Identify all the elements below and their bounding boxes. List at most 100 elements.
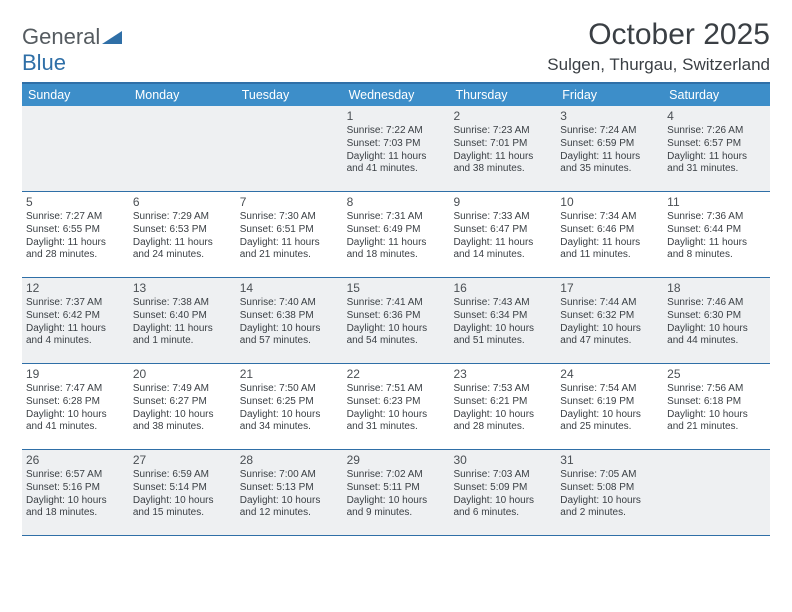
day-number: 23 [453,367,552,381]
day-number: 7 [240,195,339,209]
daylight-line: Daylight: 10 hours and 38 minutes. [133,409,232,435]
sunrise-line: Sunrise: 7:43 AM [453,297,552,310]
day-number: 30 [453,453,552,467]
dow-wednesday: Wednesday [343,84,450,106]
daylight-line: Daylight: 11 hours and 11 minutes. [560,237,659,263]
day-info: Sunrise: 7:49 AMSunset: 6:27 PMDaylight:… [133,383,232,434]
dow-thursday: Thursday [449,84,556,106]
sunset-line: Sunset: 6:21 PM [453,396,552,409]
day-cell: 26 Sunrise: 6:57 AMSunset: 5:16 PMDayligh… [22,450,129,535]
sunrise-line: Sunrise: 7:34 AM [560,211,659,224]
day-info: Sunrise: 6:57 AMSunset: 5:16 PMDaylight:… [26,469,125,520]
day-cell [663,450,770,535]
day-number: 27 [133,453,232,467]
daylight-line: Daylight: 10 hours and 25 minutes. [560,409,659,435]
day-number: 21 [240,367,339,381]
day-info: Sunrise: 7:34 AMSunset: 6:46 PMDaylight:… [560,211,659,262]
sunrise-line: Sunrise: 7:56 AM [667,383,766,396]
day-cell: 7Sunrise: 7:30 AMSunset: 6:51 PMDaylight… [236,192,343,277]
sunset-line: Sunset: 6:32 PM [560,310,659,323]
day-info: Sunrise: 7:31 AMSunset: 6:49 PMDaylight:… [347,211,446,262]
day-cell: 19Sunrise: 7:47 AMSunset: 6:28 PMDayligh… [22,364,129,449]
logo: GeneralBlue [22,18,122,76]
day-cell: 15Sunrise: 7:41 AMSunset: 6:36 PMDayligh… [343,278,450,363]
sunrise-line: Sunrise: 6:59 AM [133,469,232,482]
logo-text: GeneralBlue [22,24,122,76]
day-info: Sunrise: 7:46 AMSunset: 6:30 PMDaylight:… [667,297,766,348]
dow-friday: Friday [556,84,663,106]
sunrise-line: Sunrise: 7:03 AM [453,469,552,482]
sunrise-line: Sunrise: 7:05 AM [560,469,659,482]
day-cell: 25 Sunrise: 7:56 AMSunset: 6:18 PMDayligh… [663,364,770,449]
day-info: Sunrise: 7:54 AMSunset: 6:19 PMDaylight:… [560,383,659,434]
sunrise-line: Sunrise: 7:00 AM [240,469,339,482]
logo-triangle-icon [102,24,122,50]
day-cell [22,106,129,191]
day-cell: 18Sunrise: 7:46 AMSunset: 6:30 PMDayligh… [663,278,770,363]
day-info: Sunrise: 7:44 AMSunset: 6:32 PMDaylight:… [560,297,659,348]
day-cell: 12 Sunrise: 7:37 AMSunset: 6:42 PMDayligh… [22,278,129,363]
sunrise-line: Sunrise: 7:49 AM [133,383,232,396]
day-cell [129,106,236,191]
day-info: Sunrise: 7:03 AMSunset: 5:09 PMDaylight:… [453,469,552,520]
sunset-line: Sunset: 6:46 PM [560,224,659,237]
sunset-line: Sunset: 5:16 PM [26,482,125,495]
day-cell: 16Sunrise: 7:43 AMSunset: 6:34 PMDayligh… [449,278,556,363]
day-cell: 30 Sunrise: 7:03 AMSunset: 5:09 PMDayligh… [449,450,556,535]
day-cell: 21 Sunrise: 7:50 AMSunset: 6:25 PMDayligh… [236,364,343,449]
sunrise-line: Sunrise: 6:57 AM [26,469,125,482]
day-info: Sunrise: 7:56 AMSunset: 6:18 PMDaylight:… [667,383,766,434]
day-cell: 29Sunrise: 7:02 AMSunset: 5:11 PMDayligh… [343,450,450,535]
daylight-line: Daylight: 11 hours and 8 minutes. [667,237,766,263]
sunset-line: Sunset: 6:57 PM [667,138,766,151]
sunrise-line: Sunrise: 7:36 AM [667,211,766,224]
sunset-line: Sunset: 6:38 PM [240,310,339,323]
day-info: Sunrise: 7:37 AMSunset: 6:42 PMDaylight:… [26,297,125,348]
sunset-line: Sunset: 6:30 PM [667,310,766,323]
sunrise-line: Sunrise: 7:29 AM [133,211,232,224]
day-cell: 11Sunrise: 7:36 AMSunset: 6:44 PMDayligh… [663,192,770,277]
week-row: 26Sunrise: 6:57 AMSunset: 5:16 PMDayligh… [22,450,770,536]
sunset-line: Sunset: 6:53 PM [133,224,232,237]
day-number: 4 [667,109,766,123]
sunrise-line: Sunrise: 7:50 AM [240,383,339,396]
sunrise-line: Sunrise: 7:37 AM [26,297,125,310]
daylight-line: Daylight: 10 hours and 2 minutes. [560,495,659,521]
sunset-line: Sunset: 6:27 PM [133,396,232,409]
dow-tuesday: Tuesday [236,84,343,106]
day-cell: 3Sunrise: 7:24 AMSunset: 6:59 PMDaylight… [556,106,663,191]
sunrise-line: Sunrise: 7:54 AM [560,383,659,396]
day-number: 28 [240,453,339,467]
day-info: Sunrise: 7:02 AMSunset: 5:11 PMDaylight:… [347,469,446,520]
day-info: Sunrise: 7:27 AMSunset: 6:55 PMDaylight:… [26,211,125,262]
title-block: October 2025 Sulgen, Thurgau, Switzerlan… [547,18,770,75]
sunset-line: Sunset: 5:08 PM [560,482,659,495]
day-number: 9 [453,195,552,209]
day-number: 10 [560,195,659,209]
header: GeneralBlue October 2025 Sulgen, Thurgau… [22,18,770,76]
day-number: 25 [667,367,766,381]
day-cell: 27 Sunrise: 6:59 AMSunset: 5:14 PMDayligh… [129,450,236,535]
day-number: 12 [26,281,125,295]
day-info: Sunrise: 7:50 AMSunset: 6:25 PMDaylight:… [240,383,339,434]
day-info: Sunrise: 7:22 AMSunset: 7:03 PMDaylight:… [347,125,446,176]
sunset-line: Sunset: 5:11 PM [347,482,446,495]
sunset-line: Sunset: 6:55 PM [26,224,125,237]
day-info: Sunrise: 7:29 AMSunset: 6:53 PMDaylight:… [133,211,232,262]
daylight-line: Daylight: 10 hours and 51 minutes. [453,323,552,349]
day-number: 11 [667,195,766,209]
sunrise-line: Sunrise: 7:24 AM [560,125,659,138]
day-number: 26 [26,453,125,467]
day-info: Sunrise: 6:59 AMSunset: 5:14 PMDaylight:… [133,469,232,520]
calendar: SundayMondayTuesdayWednesdayThursdayFrid… [22,82,770,536]
day-info: Sunrise: 7:38 AMSunset: 6:40 PMDaylight:… [133,297,232,348]
sunset-line: Sunset: 6:49 PM [347,224,446,237]
day-cell: 28Sunrise: 7:00 AMSunset: 5:13 PMDayligh… [236,450,343,535]
weeks-container: 1Sunrise: 7:22 AMSunset: 7:03 PMDaylight… [22,106,770,536]
daylight-line: Daylight: 11 hours and 38 minutes. [453,151,552,177]
sunset-line: Sunset: 6:18 PM [667,396,766,409]
daylight-line: Daylight: 10 hours and 21 minutes. [667,409,766,435]
day-number: 8 [347,195,446,209]
day-number: 20 [133,367,232,381]
sunset-line: Sunset: 5:13 PM [240,482,339,495]
